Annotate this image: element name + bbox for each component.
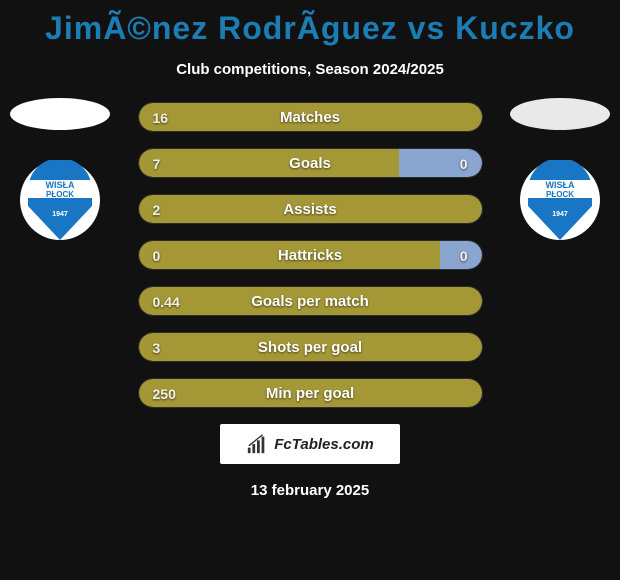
comparison-date: 13 february 2025 bbox=[0, 482, 620, 499]
player-left-column: WISŁA PŁOCK 1947 bbox=[10, 98, 110, 358]
stat-label: Min per goal bbox=[139, 379, 482, 408]
stat-value-right: 0 bbox=[460, 149, 468, 178]
stat-label: Assists bbox=[139, 195, 482, 224]
stat-row: 7Goals0 bbox=[138, 148, 483, 178]
stat-label: Matches bbox=[139, 103, 482, 132]
player-silhouette-left bbox=[10, 98, 110, 130]
club-logo-left: WISŁA PŁOCK 1947 bbox=[20, 160, 100, 240]
stat-value-right: 0 bbox=[460, 241, 468, 270]
stat-row: 2Assists bbox=[138, 194, 483, 224]
stat-row: 3Shots per goal bbox=[138, 332, 483, 362]
footer-badge[interactable]: FcTables.com bbox=[220, 424, 400, 464]
svg-text:WISŁA: WISŁA bbox=[546, 180, 575, 190]
stat-label: Goals bbox=[139, 149, 482, 178]
stat-label: Hattricks bbox=[139, 241, 482, 270]
stats-area: WISŁA PŁOCK 1947 WISŁA PŁOCK 1947 16Matc… bbox=[0, 102, 620, 408]
club-logo-right: WISŁA PŁOCK 1947 bbox=[520, 160, 600, 240]
svg-text:1947: 1947 bbox=[552, 211, 568, 218]
subtitle: Club competitions, Season 2024/2025 bbox=[0, 61, 620, 78]
svg-text:1947: 1947 bbox=[52, 211, 68, 218]
svg-text:WISŁA: WISŁA bbox=[46, 180, 75, 190]
footer-text: FcTables.com bbox=[274, 436, 373, 453]
page-title: JimÃ©nez RodrÃ­guez vs Kuczko bbox=[0, 0, 620, 47]
svg-text:PŁOCK: PŁOCK bbox=[546, 190, 574, 199]
player-silhouette-right bbox=[510, 98, 610, 130]
stat-row: 0.44Goals per match bbox=[138, 286, 483, 316]
stat-row: 250Min per goal bbox=[138, 378, 483, 408]
stat-label: Goals per match bbox=[139, 287, 482, 316]
fctables-icon bbox=[246, 433, 268, 455]
stats-list: 16Matches7Goals02Assists0Hattricks00.44G… bbox=[138, 102, 483, 408]
stat-row: 0Hattricks0 bbox=[138, 240, 483, 270]
stat-row: 16Matches bbox=[138, 102, 483, 132]
player-right-column: WISŁA PŁOCK 1947 bbox=[510, 98, 610, 358]
svg-text:PŁOCK: PŁOCK bbox=[46, 190, 74, 199]
stat-label: Shots per goal bbox=[139, 333, 482, 362]
